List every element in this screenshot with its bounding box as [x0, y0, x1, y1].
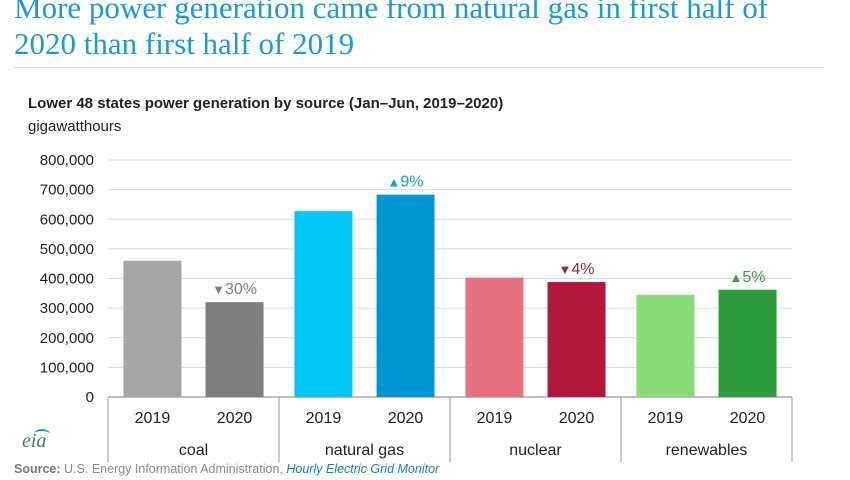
change-annotation: ▲9%	[388, 174, 424, 191]
eia-logo: eia	[22, 430, 47, 452]
x-year-label: 2019	[306, 410, 342, 427]
y-axis-unit: gigawatthours	[28, 118, 122, 135]
y-tick-label: 200,000	[40, 330, 94, 347]
x-year-label: 2020	[388, 410, 424, 427]
x-category-label: nuclear	[509, 442, 562, 459]
y-tick-label: 700,000	[40, 182, 94, 199]
source-link[interactable]: Hourly Electric Grid Monitor	[286, 462, 440, 476]
y-tick-label: 500,000	[40, 241, 94, 258]
bar-renewables-2020	[718, 289, 777, 397]
x-year-label: 2019	[477, 410, 513, 427]
x-category-label: coal	[179, 442, 208, 459]
bar-natural-gas-2019	[294, 211, 353, 397]
source-label: Source:	[14, 462, 61, 476]
change-annotation: ▲5%	[730, 269, 766, 286]
bar-nuclear-2020	[547, 282, 606, 397]
x-year-label: 2020	[217, 410, 253, 427]
x-category-label: natural gas	[325, 442, 404, 459]
x-year-label: 2019	[135, 410, 171, 427]
y-tick-label: 0	[86, 389, 94, 406]
bar-nuclear-2019	[465, 277, 524, 397]
bar-natural-gas-2020	[376, 194, 435, 397]
x-year-label: 2020	[730, 410, 766, 427]
change-annotation: ▼4%	[559, 261, 595, 278]
y-tick-label: 800,000	[40, 152, 94, 169]
x-year-label: 2019	[648, 410, 684, 427]
bar-coal-2019	[123, 260, 182, 397]
y-tick-label: 600,000	[40, 211, 94, 228]
change-annotation: ▼30%	[212, 281, 257, 298]
bar-renewables-2019	[636, 294, 695, 397]
headline: More power generation came from natural …	[14, 0, 769, 61]
y-tick-label: 100,000	[40, 359, 94, 376]
chart-title: Lower 48 states power generation by sour…	[28, 95, 504, 112]
title-divider	[14, 67, 824, 68]
y-tick-label: 400,000	[40, 271, 94, 288]
x-year-label: 2020	[559, 410, 595, 427]
source-note: Source: U.S. Energy Information Administ…	[14, 462, 439, 476]
y-tick-label: 300,000	[40, 300, 94, 317]
bar-coal-2020	[205, 302, 264, 397]
source-text: U.S. Energy Information Administration,	[64, 462, 283, 476]
eia-logo-arc-icon	[34, 429, 50, 439]
x-category-label: renewables	[666, 442, 748, 459]
